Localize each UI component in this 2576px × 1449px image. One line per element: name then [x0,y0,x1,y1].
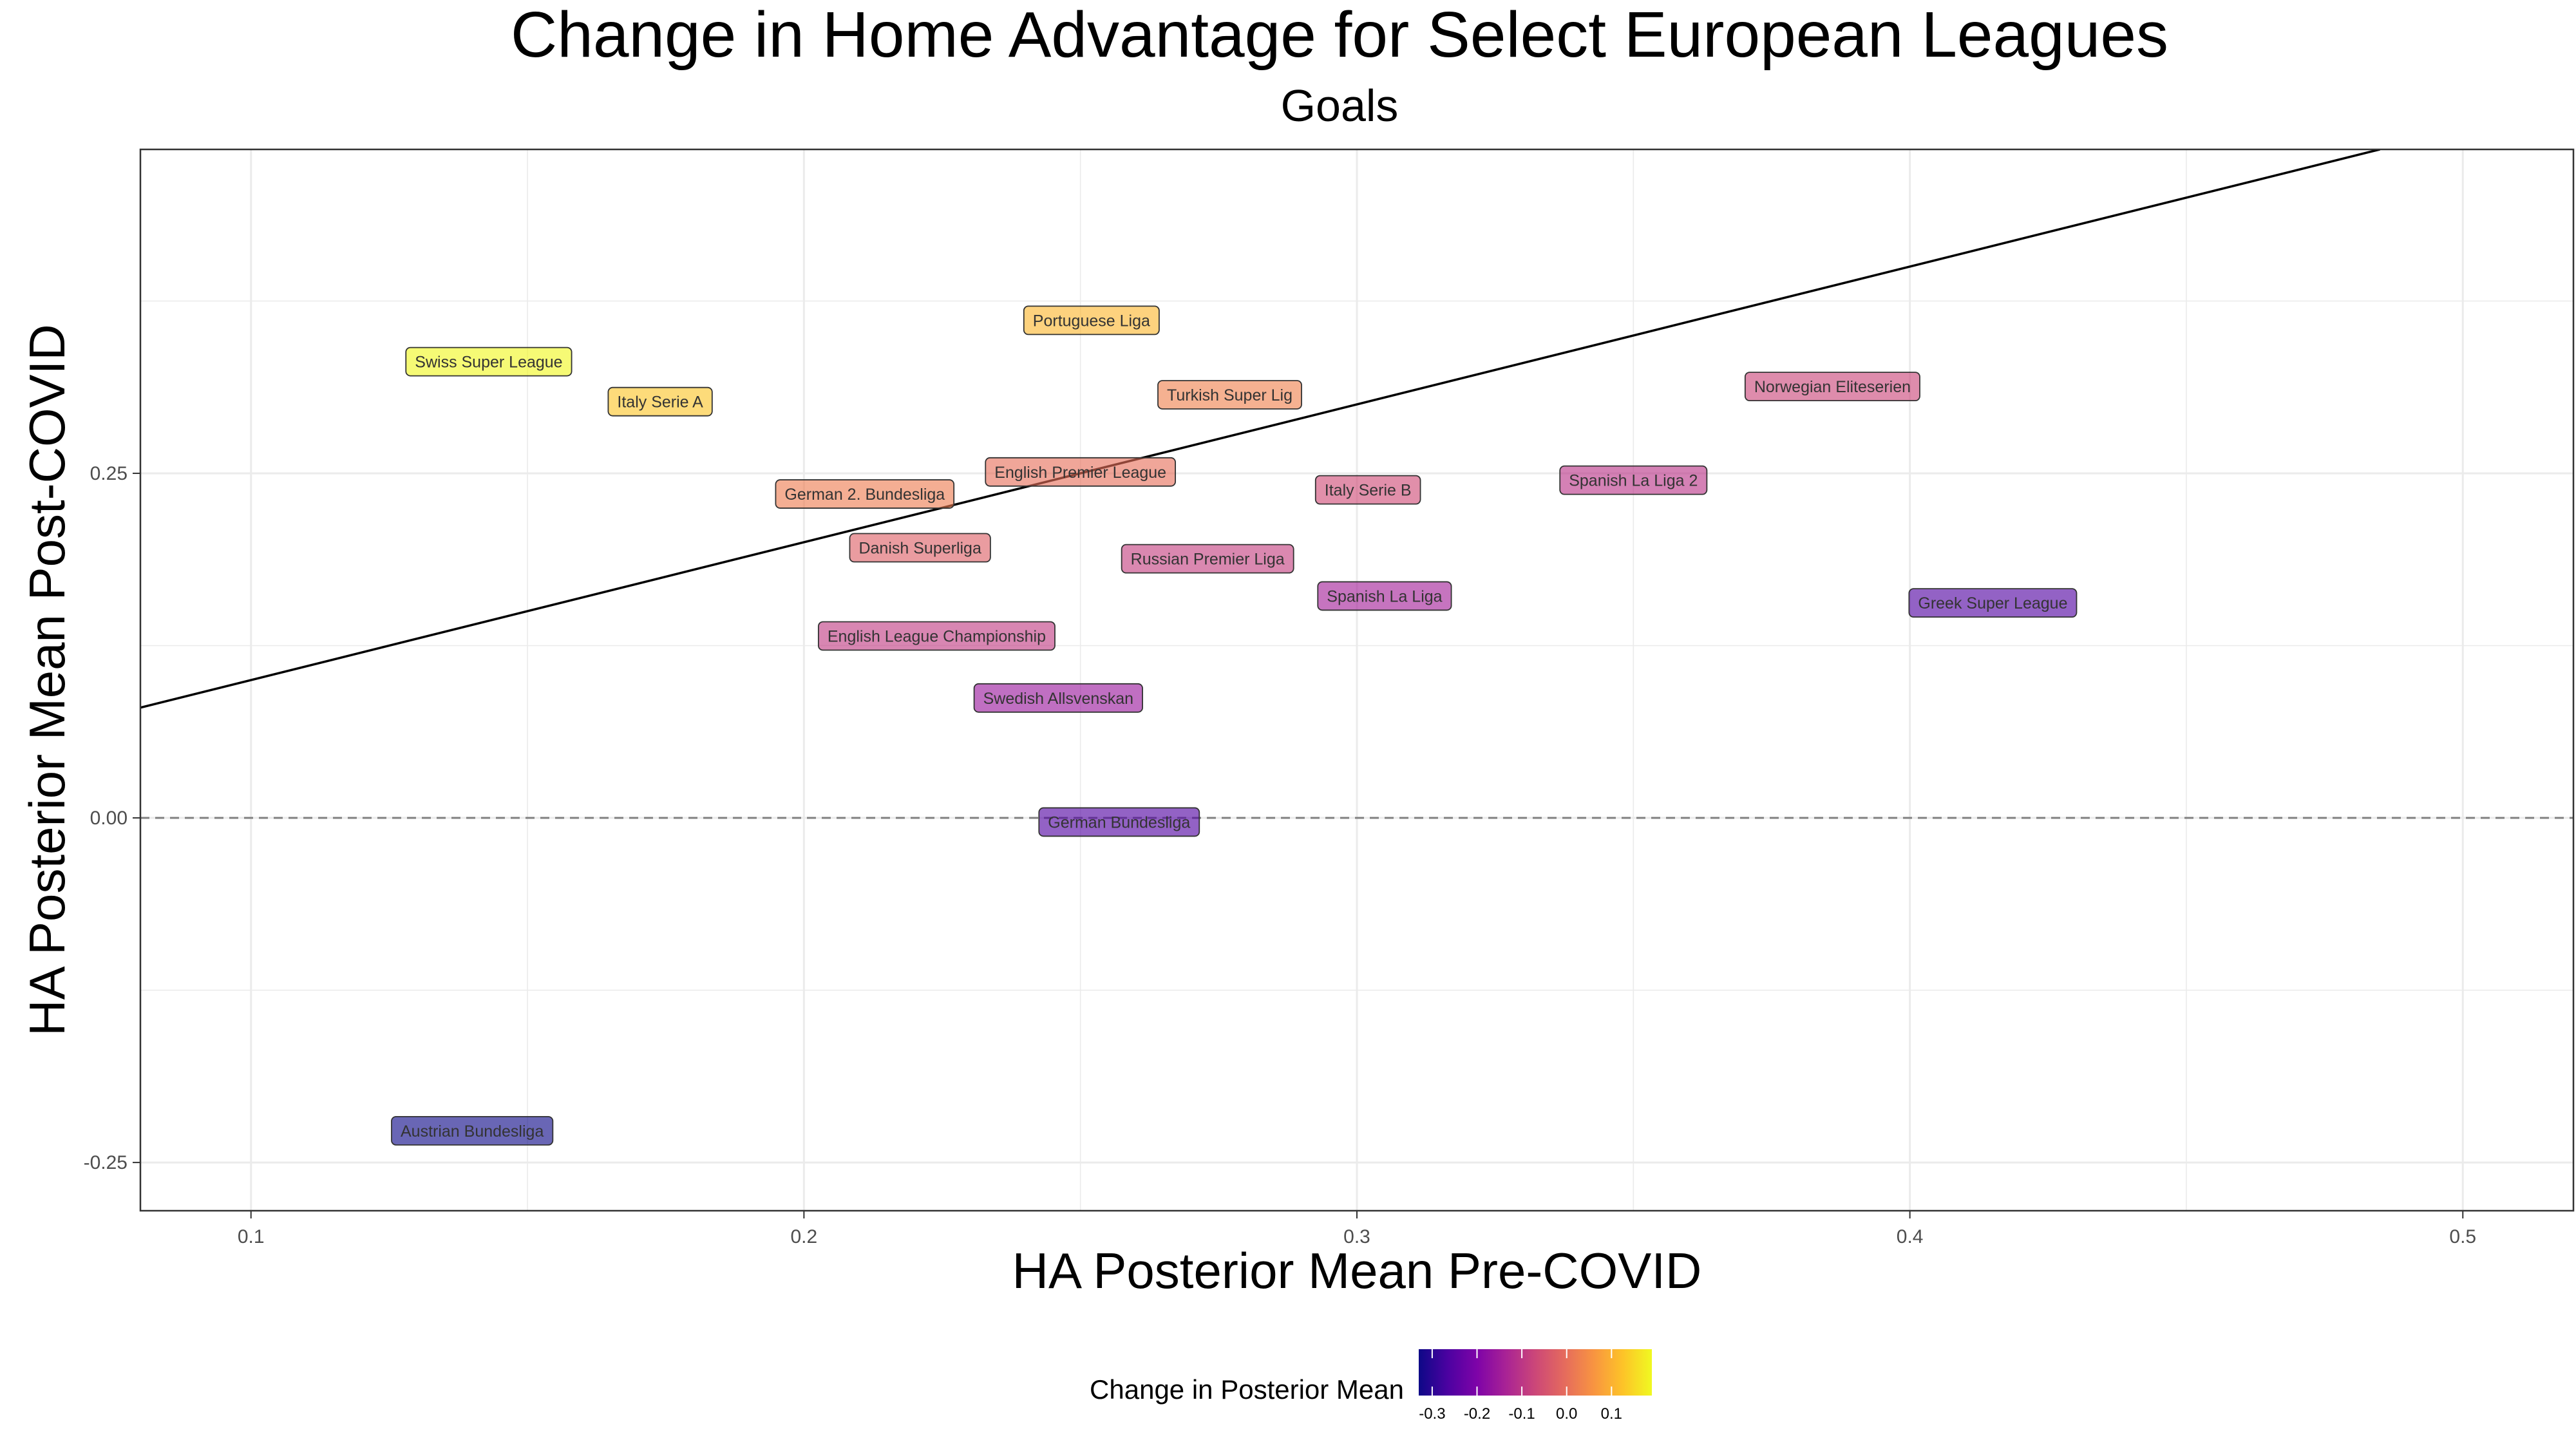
legend-tick-label: 0.1 [1601,1405,1622,1423]
point-label-box [1038,807,1200,837]
data-point: Russian Premier Liga [1121,544,1294,574]
x-axis-title: HA Posterior Mean Pre-COVID [1012,1242,1702,1299]
point-label-box [973,683,1143,713]
point-label: Swedish Allsvenskan [983,690,1133,708]
point-label: Swiss Super League [415,354,562,372]
data-point: English League Championship [817,621,1056,651]
point-label: Austrian Bundesliga [401,1122,544,1141]
chart-title: Change in Home Advantage for Select Euro… [511,0,2168,71]
x-axis-ticks: 0.1 0.2 0.3 0.4 0.5 [238,1211,2476,1247]
legend-tick-label: -0.1 [1508,1405,1535,1423]
x-tick-label: 0.3 [1343,1226,1370,1247]
y-axis-title: HA Posterior Mean Post-COVID [19,324,75,1036]
data-point: Spanish La Liga 2 [1559,465,1708,495]
legend-tick-label: -0.2 [1464,1405,1490,1423]
chart-subtitle: Goals [1281,80,1399,131]
point-label: Greek Super League [1918,594,2067,612]
point-label-box [817,621,1056,651]
y-tick-label: 0.00 [90,808,128,829]
point-label-box [405,346,573,377]
data-point: Italy Serie A [607,386,713,417]
data-point: German 2. Bundesliga [775,479,955,509]
y-tick-label: 0.25 [90,463,128,484]
point-label-box [1559,465,1708,495]
legend: Change in Posterior Mean -0.3 -0.2 -0.1 0.0… [1090,1349,1652,1423]
point-label-box [1157,380,1302,410]
y-axis-ticks: -0.25 0.00 0.25 [84,463,140,1173]
grid [140,149,2573,1211]
point-label-box [391,1115,554,1146]
data-point: Danish Superliga [849,533,991,563]
point-label-box [607,386,713,417]
point-label-box [849,533,991,563]
point-label: Russian Premier Liga [1131,551,1285,569]
data-point: Swiss Super League [405,346,573,377]
x-tick-label: 0.5 [2449,1226,2476,1247]
y-tick-label: -0.25 [84,1152,128,1173]
data-point: Greek Super League [1908,588,2078,618]
data-points: Swiss Super League Italy Serie A Portugues… [391,305,2078,1146]
data-point: Turkish Super Lig [1157,380,1302,410]
legend-tick-label: -0.3 [1419,1405,1445,1423]
point-label: German Bundesliga [1048,813,1190,831]
data-point: Italy Serie B [1314,475,1421,505]
legend-title: Change in Posterior Mean [1090,1374,1404,1405]
point-label: English Premier League [994,464,1166,482]
point-label-box [1317,581,1452,611]
x-tick-label: 0.4 [1897,1226,1924,1247]
point-label: English League Championship [828,628,1046,646]
point-label-box [1744,372,1920,402]
point-label: Spanish La Liga 2 [1569,472,1698,490]
point-label: Danish Superliga [858,540,981,558]
legend-colorbar [1419,1349,1652,1396]
point-label-box [1121,544,1294,574]
data-point: Portuguese Liga [1023,305,1160,336]
reference-lines [140,149,2573,819]
data-point: Swedish Allsvenskan [973,683,1143,713]
point-label-box [985,457,1176,487]
x-tick-label: 0.2 [791,1226,818,1247]
point-label: Turkish Super Lig [1167,386,1293,404]
point-label-box [1314,475,1421,505]
legend-tick-label: 0.0 [1556,1405,1577,1423]
data-point: Spanish La Liga [1317,581,1452,611]
identity-line [140,149,2380,709]
point-label-box [775,479,955,509]
data-point: German Bundesliga [1038,807,1200,837]
point-label: Norwegian Eliteserien [1754,378,1911,396]
data-point: Norwegian Eliteserien [1744,372,1920,402]
point-label: German 2. Bundesliga [784,486,945,504]
data-point: Austrian Bundesliga [391,1115,554,1146]
data-point: English Premier League [985,457,1176,487]
point-label: Italy Serie A [617,393,703,412]
point-label: Portuguese Liga [1033,312,1150,330]
point-label: Spanish La Liga [1327,587,1442,605]
point-label-box [1908,588,2078,618]
x-tick-label: 0.1 [238,1226,265,1247]
point-label-box [1023,305,1160,336]
point-label: Italy Serie B [1325,482,1412,500]
legend-ticks: -0.3 -0.2 -0.1 0.0 0.1 [1419,1349,1622,1423]
